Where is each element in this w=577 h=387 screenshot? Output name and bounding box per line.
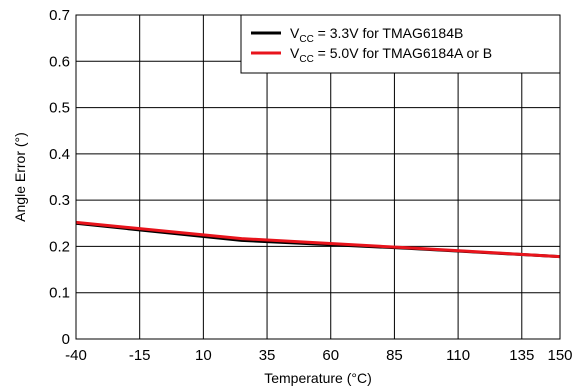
legend: VCC = 3.3V for TMAG6184B VCC = 5.0V for … xyxy=(240,14,561,74)
x-tick-label: 85 xyxy=(386,347,403,364)
y-axis-label: Angle Error (°) xyxy=(12,132,28,222)
x-tick-label: 60 xyxy=(322,347,339,364)
series-lines xyxy=(75,220,561,259)
x-tick-label: -15 xyxy=(129,347,151,364)
legend-label-1: VCC = 3.3V for TMAG6184B xyxy=(290,25,463,45)
x-tick-label: 150 xyxy=(547,347,572,364)
series-line-2 xyxy=(75,220,561,259)
x-tick-label: 10 xyxy=(195,347,212,364)
x-tick-labels: -40 -15 10 35 60 85 110 135 150 xyxy=(65,347,572,364)
legend-box xyxy=(240,14,561,74)
y-tick-label: 0.1 xyxy=(49,285,70,302)
legend-label-2: VCC = 5.0V for TMAG6184A or B xyxy=(290,45,492,65)
x-axis-label: Temperature (°C) xyxy=(264,370,372,386)
x-tick-label: -40 xyxy=(65,347,87,364)
y-tick-label: 0.4 xyxy=(49,146,70,163)
y-tick-label: 0.7 xyxy=(49,7,70,24)
y-tick-label: 0.6 xyxy=(49,53,70,70)
x-tick-label: 110 xyxy=(446,347,470,364)
x-tick-label: 135 xyxy=(509,347,534,364)
y-tick-label: 0.3 xyxy=(49,192,70,209)
y-tick-label: 0 xyxy=(62,331,70,348)
y-tick-label: 0.2 xyxy=(49,238,70,255)
y-tick-label: 0.5 xyxy=(49,100,70,117)
y-tick-labels: 0 0.1 0.2 0.3 0.4 0.5 0.6 0.7 xyxy=(49,7,70,348)
x-tick-label: 35 xyxy=(259,347,276,364)
